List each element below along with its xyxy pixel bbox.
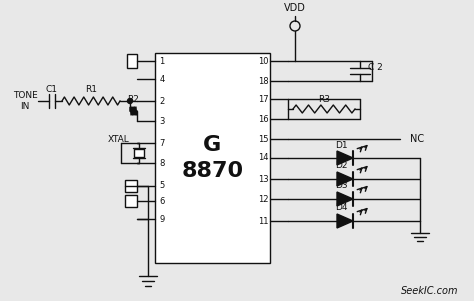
Text: 13: 13 bbox=[258, 175, 268, 184]
Circle shape bbox=[128, 98, 133, 104]
Text: VDD: VDD bbox=[284, 3, 306, 13]
Bar bbox=[127, 54, 137, 68]
Text: 8: 8 bbox=[159, 159, 164, 167]
Bar bbox=[134, 149, 144, 157]
Text: 5: 5 bbox=[159, 182, 164, 191]
Bar bbox=[155, 53, 270, 263]
Polygon shape bbox=[337, 192, 353, 206]
Text: C 2: C 2 bbox=[368, 64, 383, 73]
Polygon shape bbox=[337, 151, 353, 165]
Text: D4: D4 bbox=[335, 203, 347, 213]
Polygon shape bbox=[337, 172, 353, 186]
Text: 16: 16 bbox=[258, 114, 268, 123]
Text: TONE
IN: TONE IN bbox=[13, 91, 37, 111]
Text: 18: 18 bbox=[258, 76, 268, 85]
Text: 15: 15 bbox=[258, 135, 268, 144]
Text: 2: 2 bbox=[159, 97, 164, 105]
Text: R1: R1 bbox=[85, 85, 97, 95]
Text: 12: 12 bbox=[258, 194, 268, 203]
Text: 10: 10 bbox=[258, 57, 268, 66]
Text: C1: C1 bbox=[46, 85, 58, 94]
Text: 3: 3 bbox=[159, 116, 164, 126]
Text: D3: D3 bbox=[335, 182, 347, 191]
Text: R2: R2 bbox=[128, 95, 139, 104]
Text: 4: 4 bbox=[159, 75, 164, 83]
Text: 11: 11 bbox=[258, 216, 268, 225]
Text: R3: R3 bbox=[318, 95, 330, 104]
Text: 9: 9 bbox=[159, 215, 164, 224]
Text: D2: D2 bbox=[335, 162, 347, 170]
Circle shape bbox=[290, 21, 300, 31]
Text: 6: 6 bbox=[159, 197, 164, 206]
Bar bbox=[125, 195, 137, 207]
Text: 7: 7 bbox=[159, 138, 164, 147]
Text: XTAL: XTAL bbox=[108, 135, 130, 144]
Text: 14: 14 bbox=[258, 154, 268, 163]
Text: D1: D1 bbox=[335, 141, 347, 150]
Polygon shape bbox=[337, 214, 353, 228]
Bar bbox=[125, 180, 137, 192]
Text: SeekIC.com: SeekIC.com bbox=[401, 286, 459, 296]
Text: 1: 1 bbox=[159, 57, 164, 66]
Text: G
8870: G 8870 bbox=[182, 135, 244, 181]
Text: NC: NC bbox=[410, 134, 424, 144]
Text: 17: 17 bbox=[258, 95, 268, 104]
